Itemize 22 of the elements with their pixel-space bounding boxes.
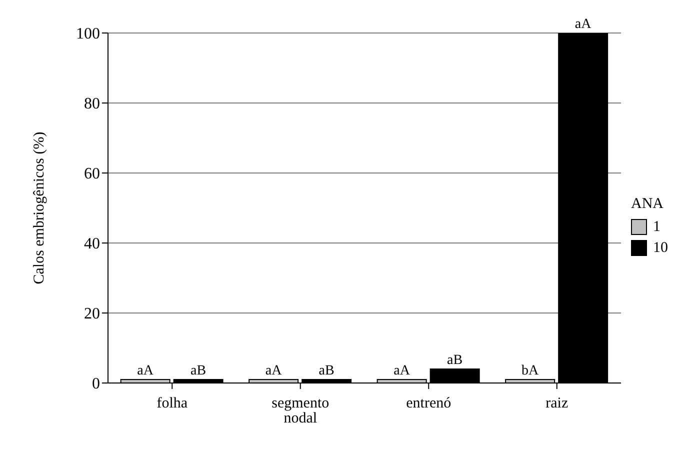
- legend-label: 10: [653, 240, 668, 256]
- legend-label: 1: [653, 218, 660, 236]
- data-label: aA: [574, 17, 592, 32]
- data-label: bA: [522, 364, 540, 378]
- x-tick-label: entrenó: [406, 396, 452, 412]
- x-tick-label: raiz: [546, 396, 568, 412]
- data-label: aA: [265, 364, 283, 378]
- data-label: aA: [137, 364, 154, 378]
- x-tick-label: segmento nodal: [272, 396, 330, 427]
- y-tick-label: 60: [84, 166, 100, 183]
- y-tick-label: 80: [84, 96, 100, 113]
- data-label: aB: [447, 353, 463, 368]
- y-axis-title: Calos embriogênicos (%): [31, 132, 48, 284]
- y-tick-label: 0: [92, 376, 100, 393]
- data-label: aB: [318, 364, 334, 378]
- y-tick-label: 20: [84, 306, 100, 323]
- y-tick-label: 40: [84, 236, 100, 253]
- data-label: aB: [190, 364, 206, 378]
- x-tick-label: folha: [156, 396, 188, 412]
- legend-title: ANA: [631, 196, 664, 212]
- data-label: aA: [394, 364, 411, 378]
- y-tick-label: 100: [76, 26, 100, 43]
